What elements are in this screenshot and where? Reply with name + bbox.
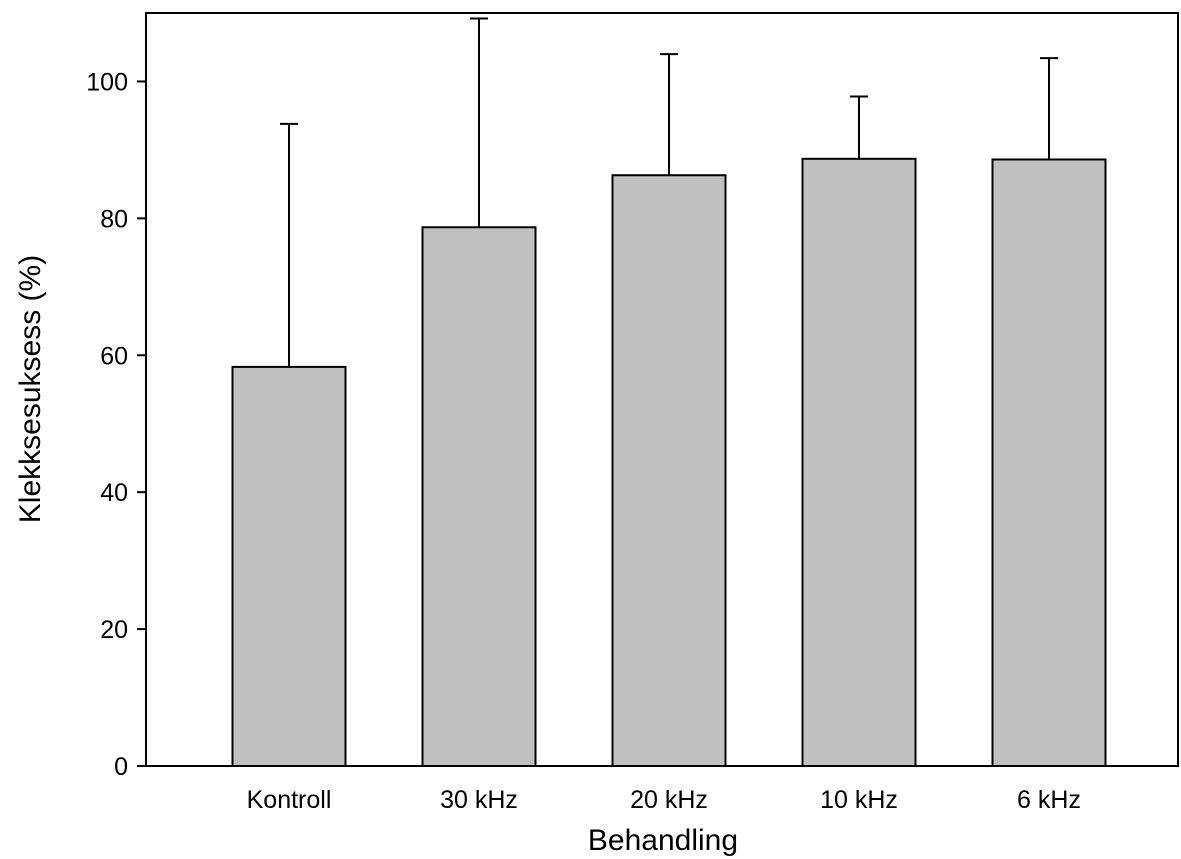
y-tick-label: 0	[114, 753, 128, 781]
x-axis: Kontroll 30 kHz 20 kHz 10 kHz 6 kHz	[247, 786, 1081, 814]
x-tick-label: Kontroll	[247, 786, 332, 814]
bar	[801, 157, 917, 768]
y-axis: 0 20 40 60 80 100	[86, 68, 146, 781]
error-bars	[280, 17, 1058, 367]
bar	[611, 174, 727, 768]
bar	[991, 158, 1107, 767]
bars	[231, 157, 1107, 768]
y-axis-title: Klekksesuksess (%)	[14, 255, 47, 523]
x-tick-label: 20 kHz	[630, 786, 708, 814]
y-tick-label: 60	[100, 342, 128, 370]
y-tick-label: 40	[100, 479, 128, 507]
x-tick-label: 10 kHz	[820, 786, 898, 814]
x-tick-label: 30 kHz	[440, 786, 518, 814]
x-axis-title: Behandling	[588, 824, 738, 857]
bar	[231, 365, 347, 767]
y-tick-label: 20	[100, 616, 128, 644]
y-tick-label: 100	[86, 68, 128, 96]
bar	[421, 226, 537, 767]
x-tick-label: 6 kHz	[1017, 786, 1081, 814]
y-tick-label: 80	[100, 205, 128, 233]
